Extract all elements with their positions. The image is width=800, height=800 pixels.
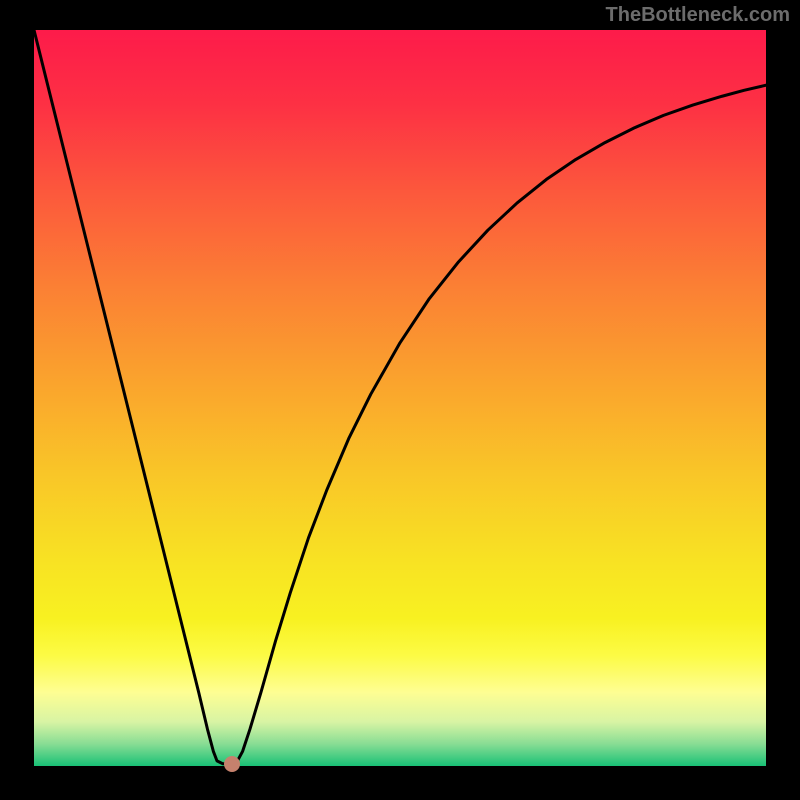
plot-area (34, 30, 766, 766)
curve-line (34, 30, 766, 766)
minimum-marker (224, 756, 240, 772)
bottleneck-chart: TheBottleneck.com (0, 0, 800, 800)
watermark-text: TheBottleneck.com (606, 4, 790, 27)
curve-path (34, 30, 766, 764)
